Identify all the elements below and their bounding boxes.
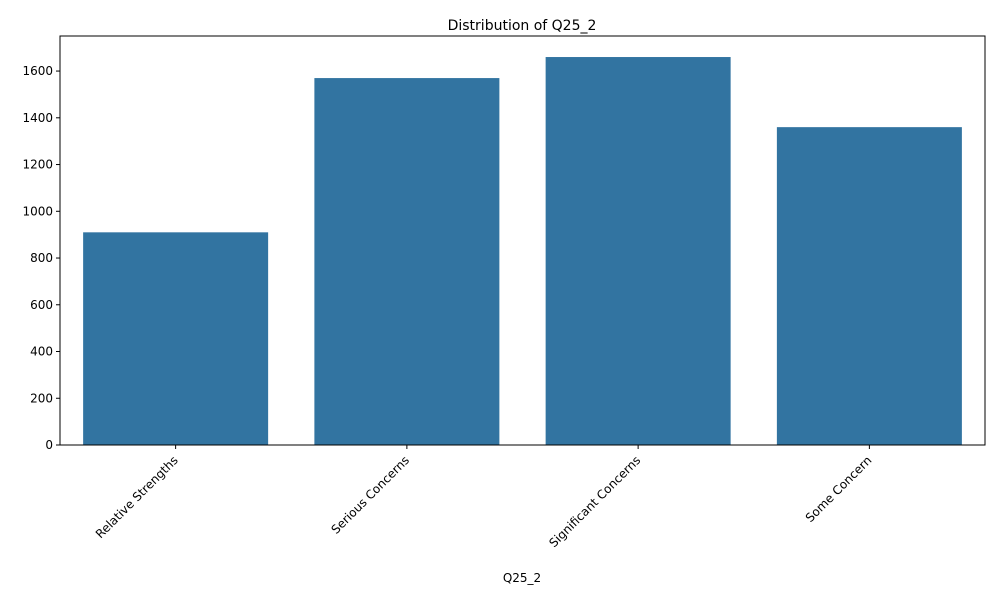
y-tick-label: 200 bbox=[30, 391, 53, 405]
chart-title: Distribution of Q25_2 bbox=[448, 18, 597, 34]
bar-serious-concerns bbox=[314, 78, 500, 445]
x-axis: Relative Strengths Serious Concerns Signif… bbox=[93, 445, 875, 550]
bar-significant-concerns bbox=[545, 57, 731, 445]
x-tick-label: Some Concern bbox=[803, 453, 875, 525]
y-tick-label: 1000 bbox=[22, 204, 53, 218]
y-tick-label: 0 bbox=[45, 438, 53, 452]
bars-layer bbox=[83, 57, 962, 446]
y-tick-label: 600 bbox=[30, 298, 53, 312]
plot-frame bbox=[59, 35, 986, 446]
x-tick-label: Relative Strengths bbox=[93, 453, 181, 541]
y-tick-label: 1600 bbox=[22, 64, 53, 78]
x-tick-label: Significant Concerns bbox=[546, 453, 643, 550]
y-tick-label: 1200 bbox=[22, 158, 53, 172]
y-tick-label: 400 bbox=[30, 345, 53, 359]
bar-some-concern bbox=[776, 127, 962, 446]
bar-relative-strengths bbox=[83, 232, 269, 445]
y-axis: 0 200 400 600 800 1000 1200 1400 1600 bbox=[22, 64, 60, 452]
x-axis-label: Q25_2 bbox=[503, 571, 541, 585]
y-tick-label: 800 bbox=[30, 251, 53, 265]
y-tick-label: 1400 bbox=[22, 111, 53, 125]
x-tick-label: Serious Concerns bbox=[328, 453, 412, 537]
